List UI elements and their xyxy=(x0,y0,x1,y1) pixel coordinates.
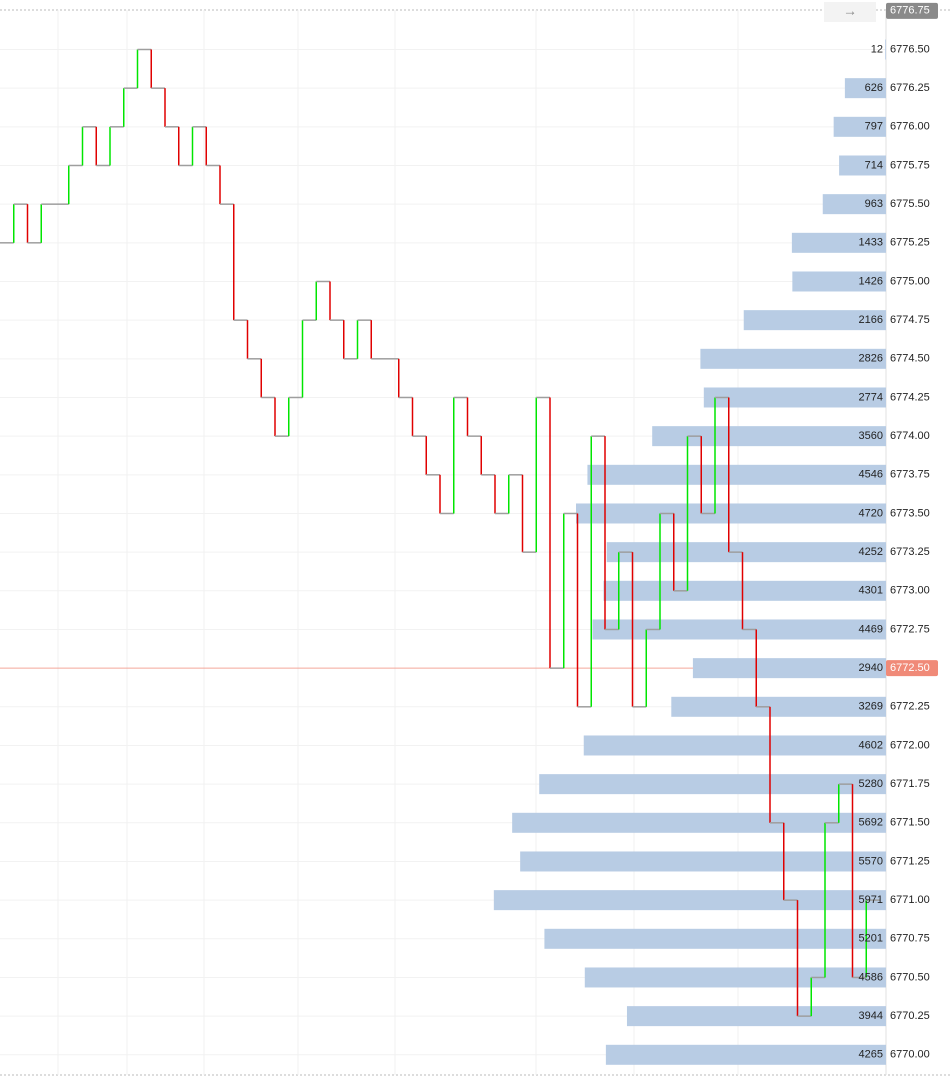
y-tick-label: 6770.75 xyxy=(890,933,930,945)
volume-label: 4546 xyxy=(859,469,883,481)
volume-label: 3560 xyxy=(859,430,883,442)
volume-bar xyxy=(822,194,886,215)
y-tick-label: 6770.50 xyxy=(890,971,930,983)
volume-bar xyxy=(700,348,886,369)
y-tick-label: 6772.25 xyxy=(890,701,930,713)
volume-bar xyxy=(791,232,886,253)
volume-bar xyxy=(592,619,886,640)
volume-bar xyxy=(575,503,886,524)
y-tick-label: 6771.50 xyxy=(890,817,930,829)
y-tick-label: 6773.00 xyxy=(890,585,930,597)
volume-label: 5570 xyxy=(859,855,883,867)
y-tick-label: 6776.25 xyxy=(890,82,930,94)
y-tick-label: 6775.50 xyxy=(890,198,930,210)
volume-label: 4252 xyxy=(859,546,883,558)
volume-label: 2774 xyxy=(859,391,883,403)
volume-bar xyxy=(844,78,886,99)
volume-bar xyxy=(743,310,886,331)
volume-label: 4586 xyxy=(859,971,883,983)
volume-label: 963 xyxy=(865,198,883,210)
y-tick-label: 6776.50 xyxy=(890,43,930,55)
y-tick-label: 6773.50 xyxy=(890,507,930,519)
y-tick-label: 6774.50 xyxy=(890,353,930,365)
volume-label: 626 xyxy=(865,82,883,94)
volume-label: 1426 xyxy=(859,275,883,287)
y-tick-label: 6775.75 xyxy=(890,159,930,171)
volume-bar xyxy=(652,426,886,447)
volume-label: 4469 xyxy=(859,623,883,635)
volume-label: 5280 xyxy=(859,778,883,790)
volume-label: 2940 xyxy=(859,662,883,674)
y-tick-label: 6770.25 xyxy=(890,1010,930,1022)
last-price-badge xyxy=(886,660,938,677)
y-tick-label: 6771.00 xyxy=(890,894,930,906)
volume-label: 797 xyxy=(865,121,883,133)
volume-bar xyxy=(885,39,886,60)
volume-bar xyxy=(512,812,886,833)
volume-bar xyxy=(626,1006,886,1027)
volume-bar xyxy=(792,271,886,292)
volume-bar xyxy=(671,696,886,717)
volume-bar xyxy=(603,580,886,601)
volume-bar xyxy=(703,387,886,408)
y-tick-label: 6775.00 xyxy=(890,275,930,287)
y-tick-label: 6772.00 xyxy=(890,739,930,751)
volume-label: 4720 xyxy=(859,507,883,519)
volume-bar xyxy=(584,967,886,988)
volume-label: 12 xyxy=(871,43,883,55)
y-tick-label: 6776.00 xyxy=(890,121,930,133)
y-tick-label: 6773.25 xyxy=(890,546,930,558)
y-tick-label: 6773.75 xyxy=(890,469,930,481)
volume-label: 2826 xyxy=(859,353,883,365)
volume-label: 714 xyxy=(865,159,883,171)
volume-bar xyxy=(833,116,886,137)
volume-label: 4602 xyxy=(859,739,883,751)
y-tick-label: 6772.75 xyxy=(890,623,930,635)
volume-label: 5692 xyxy=(859,817,883,829)
top-tick-label: 6776.75 xyxy=(890,5,930,17)
volume-bar xyxy=(692,658,886,679)
volume-bar xyxy=(583,735,886,756)
y-tick-label: 6771.75 xyxy=(890,778,930,790)
volume-label: 1433 xyxy=(859,237,883,249)
volume-bar xyxy=(539,774,886,795)
volume-label: 4301 xyxy=(859,585,883,597)
volume-label: 3269 xyxy=(859,701,883,713)
scroll-button[interactable] xyxy=(824,2,876,22)
volume-bar xyxy=(606,542,886,563)
y-tick-label: 6774.25 xyxy=(890,391,930,403)
y-tick-label: 6770.00 xyxy=(890,1049,930,1061)
volume-bar xyxy=(520,851,886,872)
volume-label: 3944 xyxy=(859,1010,883,1022)
volume-label: 5971 xyxy=(859,894,883,906)
volume-label: 5201 xyxy=(859,933,883,945)
volume-bar xyxy=(493,890,886,911)
y-tick-label: 6774.75 xyxy=(890,314,930,326)
top-tick-badge xyxy=(886,2,938,19)
volume-label: 2166 xyxy=(859,314,883,326)
arrow-icon: → xyxy=(843,3,857,19)
last-price-label: 6772.50 xyxy=(890,662,930,674)
volume-label: 4265 xyxy=(859,1049,883,1061)
y-tick-label: 6775.25 xyxy=(890,237,930,249)
volume-bar xyxy=(544,928,886,949)
volume-bar xyxy=(839,155,886,176)
y-tick-label: 6771.25 xyxy=(890,855,930,867)
volume-bar xyxy=(605,1044,886,1065)
volume-bar xyxy=(587,464,886,485)
y-tick-label: 6774.00 xyxy=(890,430,930,442)
